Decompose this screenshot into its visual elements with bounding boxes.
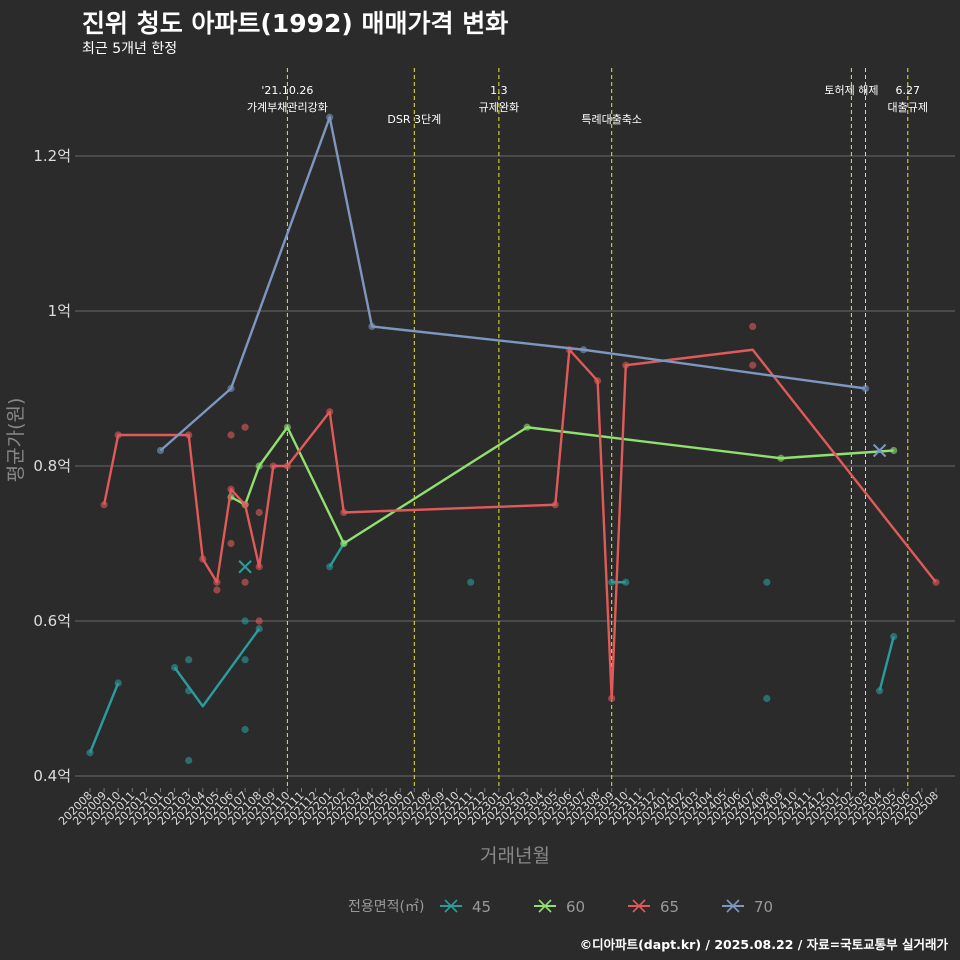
y-tick-label: 1.2억	[33, 147, 71, 165]
data-point-45	[185, 656, 193, 664]
policy-event-label: DSR 3단계	[387, 113, 441, 126]
data-point-45	[185, 756, 193, 765]
data-point-45	[241, 617, 249, 625]
x-axis-title: 거래년월	[480, 845, 550, 867]
data-point-65	[241, 423, 249, 431]
legend-key-marker-45	[444, 899, 458, 913]
series-line-45	[88, 682, 120, 754]
legend-label-60: 60	[566, 898, 585, 916]
y-tick-label: 0.4억	[33, 767, 71, 785]
policy-event-label: 가계부채관리강화	[247, 101, 328, 114]
chart-title: 진위 청도 아파트(1992) 매매가격 변화	[82, 9, 509, 38]
data-point-45	[241, 656, 249, 664]
series-line-45	[878, 636, 895, 692]
chart-subtitle: 최근 5개년 한정	[82, 41, 178, 57]
y-tick-label: 0.8억	[33, 457, 71, 475]
policy-event-label: 1.3	[490, 84, 508, 97]
data-point-65	[241, 578, 249, 586]
policy-event-label: '21.10.26	[261, 84, 313, 97]
data-point-45	[467, 578, 475, 586]
data-point-65	[749, 361, 757, 369]
policy-event-label: 대출규제	[888, 101, 928, 114]
series-line-65	[102, 348, 937, 700]
policy-event-label: 토허제 해제	[824, 83, 878, 97]
data-point-45	[241, 725, 249, 734]
legend-key-marker-70	[726, 899, 740, 913]
data-point-65	[213, 586, 221, 594]
data-point-65	[255, 617, 263, 625]
legend-label-45: 45	[472, 898, 491, 916]
data-point-45	[763, 578, 771, 586]
data-point-60	[890, 446, 898, 455]
data-point-45	[890, 632, 898, 641]
source-caption: ©디아파트(dapt.kr) / 2025.08.22 / 자료=국토교통부 실…	[579, 937, 948, 952]
data-point-65	[227, 539, 235, 548]
y-axis-title: 평균가(원)	[5, 398, 27, 483]
data-point-45	[763, 694, 771, 703]
y-tick-label: 1억	[48, 302, 71, 320]
legend-label-65: 65	[660, 898, 679, 916]
legend-key-marker-65	[632, 899, 646, 913]
x-marker-45	[238, 560, 252, 574]
legend-label-70: 70	[754, 898, 773, 916]
data-point-45	[622, 578, 630, 586]
series-line-70	[159, 116, 866, 452]
y-tick-label: 0.6억	[33, 612, 71, 630]
legend-title: 전용면적(㎡)	[348, 899, 424, 915]
data-point-65	[749, 322, 757, 331]
series-line-60	[230, 426, 894, 545]
policy-event-label: 6.27	[896, 84, 921, 97]
series-line-45	[173, 628, 261, 708]
data-point-65	[255, 508, 263, 517]
series-line-45	[328, 542, 345, 568]
data-point-65	[227, 431, 235, 439]
policy-event-label: 특례대출축소	[581, 113, 642, 126]
x-marker-70	[872, 443, 887, 458]
policy-event-label: 규제완화	[479, 101, 519, 114]
legend-key-marker-60	[538, 899, 552, 913]
